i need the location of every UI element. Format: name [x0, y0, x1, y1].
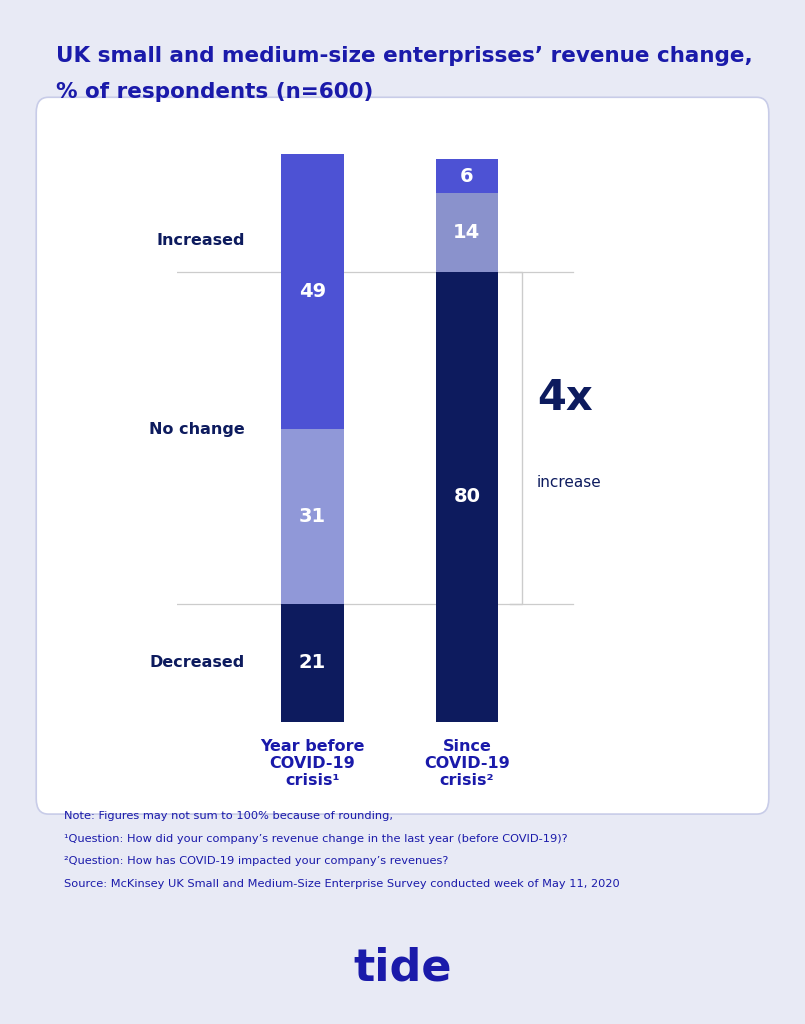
Bar	[436, 193, 498, 271]
Text: Decreased: Decreased	[150, 655, 245, 671]
Text: 21: 21	[299, 653, 326, 673]
Text: % of respondents (n=600): % of respondents (n=600)	[56, 82, 374, 102]
Text: ¹Question: How did your company’s revenue change in the last year (before COVID-: ¹Question: How did your company’s revenu…	[64, 834, 568, 844]
Text: increase: increase	[537, 475, 601, 490]
Text: 80: 80	[453, 487, 481, 506]
Text: Increased: Increased	[156, 233, 245, 248]
Text: 6: 6	[460, 167, 473, 185]
Bar	[281, 154, 344, 429]
Bar	[281, 429, 344, 604]
Bar	[436, 271, 498, 722]
Bar	[281, 604, 344, 722]
Text: 14: 14	[453, 223, 481, 242]
Text: ²Question: How has COVID-19 impacted your company’s revenues?: ²Question: How has COVID-19 impacted you…	[64, 856, 448, 866]
Text: Note: Figures may not sum to 100% because of rounding,: Note: Figures may not sum to 100% becaus…	[64, 811, 394, 821]
Text: Source: McKinsey UK Small and Medium-Size Enterprise Survey conducted week of Ma: Source: McKinsey UK Small and Medium-Siz…	[64, 879, 620, 889]
Bar	[436, 159, 498, 193]
Text: 4x: 4x	[537, 378, 592, 420]
Text: UK small and medium-size enterprisses’ revenue change,: UK small and medium-size enterprisses’ r…	[56, 46, 753, 67]
Text: 49: 49	[299, 282, 326, 301]
Text: tide: tide	[353, 946, 452, 989]
Text: No change: No change	[149, 422, 245, 437]
Text: 31: 31	[299, 507, 326, 526]
